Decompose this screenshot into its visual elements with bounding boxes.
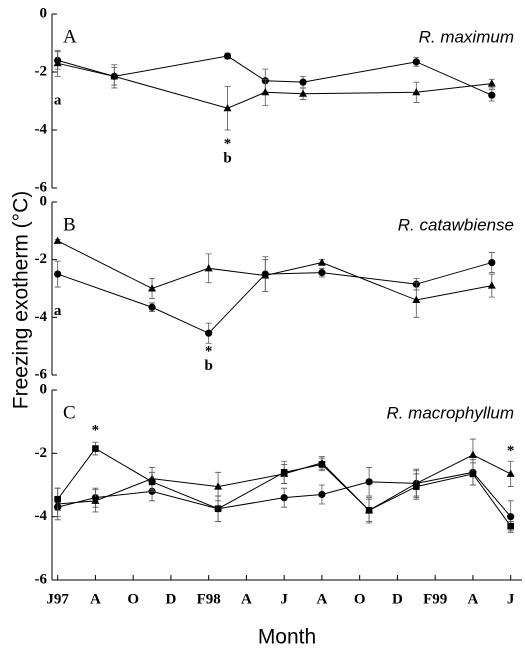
y-tick-label: -2 (35, 63, 48, 79)
point (110, 72, 119, 80)
x-tick-label: A (468, 591, 479, 607)
panel-label: C (63, 402, 76, 423)
x-tick-label: F98 (197, 591, 221, 607)
point (280, 469, 288, 476)
y-tick-label: -6 (35, 179, 48, 195)
x-tick-label: A (316, 591, 327, 607)
point (469, 470, 477, 478)
annotation: a (54, 92, 62, 108)
point (412, 295, 421, 304)
x-tick-label: A (90, 591, 101, 607)
y-tick-label: -4 (35, 508, 48, 524)
series-line (57, 471, 512, 517)
y-tick-label: -2 (35, 445, 48, 461)
point (92, 445, 99, 452)
panel-title: R. macrophyllum (386, 403, 514, 422)
annotation: * (224, 136, 232, 152)
panel-label: B (63, 214, 76, 235)
y-tick-label: -4 (35, 121, 48, 137)
x-axis-label: Month (258, 626, 316, 649)
point (488, 91, 496, 99)
point (204, 264, 213, 272)
point (412, 88, 421, 96)
annotation: * (92, 423, 100, 439)
annotation: * (507, 443, 515, 459)
point (223, 103, 232, 112)
point (214, 505, 222, 513)
y-axis-label: Freezing exotherm (°C) (10, 191, 33, 409)
point (507, 522, 514, 530)
x-tick-label: A (241, 591, 252, 607)
series-line (57, 55, 493, 96)
x-tick-label: D (165, 591, 176, 607)
point (506, 469, 515, 477)
y-tick-label: 0 (40, 193, 48, 209)
point (148, 284, 157, 292)
point (468, 450, 477, 458)
x-tick-label: J (280, 591, 288, 607)
point (148, 303, 156, 311)
y-tick-label: -2 (35, 251, 48, 267)
point (91, 496, 100, 504)
point (261, 271, 270, 279)
y-tick-label: -6 (35, 366, 48, 382)
x-tick-label: J (507, 591, 515, 607)
point (205, 329, 213, 337)
y-tick-label: 0 (40, 381, 48, 397)
annotation: * (205, 343, 213, 359)
point (317, 258, 326, 266)
point (318, 490, 326, 499)
x-tick-label: F99 (423, 591, 447, 607)
x-tick-label: O (354, 591, 366, 607)
point (223, 52, 232, 60)
point (365, 478, 373, 486)
point (487, 281, 496, 289)
point (487, 79, 496, 87)
point (53, 59, 62, 67)
series-line (57, 447, 512, 527)
panel-label: A (63, 26, 77, 47)
point (261, 88, 270, 96)
annotation: a (54, 303, 62, 319)
x-tick-label: D (392, 591, 403, 607)
panel-title: R. maximum (419, 27, 514, 46)
point (318, 461, 326, 468)
point (299, 89, 308, 97)
panel-title: R. catawbiense (398, 215, 514, 234)
point (412, 483, 420, 490)
point (412, 58, 420, 66)
x-tick-label: O (127, 591, 139, 607)
point (53, 236, 62, 244)
y-tick-label: -4 (35, 309, 48, 325)
point (488, 258, 496, 267)
point (148, 478, 156, 486)
point (365, 507, 373, 514)
y-tick-label: 0 (40, 5, 48, 21)
point (54, 270, 62, 278)
point (299, 78, 307, 86)
point (280, 494, 288, 502)
annotation: b (204, 358, 212, 374)
series-line (57, 240, 492, 301)
annotation: b (223, 150, 231, 166)
point (318, 269, 326, 277)
x-tick-label: J97 (46, 591, 69, 607)
point (214, 482, 223, 490)
series-line (57, 62, 492, 109)
point (54, 495, 61, 503)
y-tick-label: -6 (35, 571, 48, 587)
point (507, 513, 515, 521)
